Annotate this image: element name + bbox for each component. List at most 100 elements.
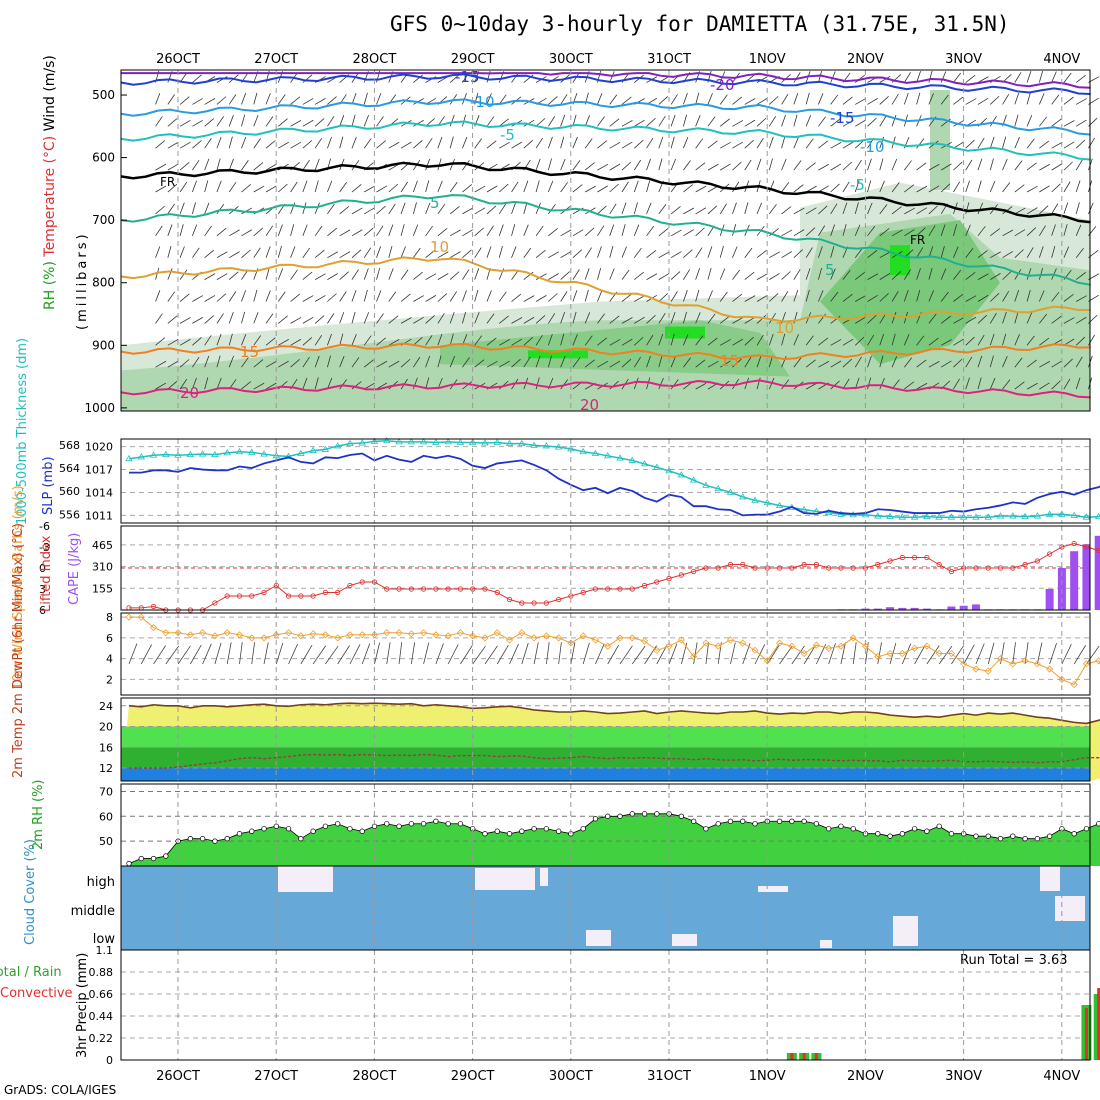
wind-barb — [437, 158, 442, 171]
wind-barb — [290, 96, 301, 105]
wind-barb — [351, 381, 362, 390]
wind-barb — [437, 355, 442, 368]
wind-barb — [265, 185, 277, 193]
wind-barb — [511, 358, 521, 368]
wind-barb — [1063, 96, 1074, 105]
wind-speed-point — [1009, 660, 1017, 668]
upper-air-panel: -15 -10 -5 FR 5 10 15 20 -20 -15 -10 -5 FR 5 10 15 20 500… — [42, 55, 1100, 415]
wind-barb — [756, 97, 768, 105]
wind-barb — [179, 202, 185, 215]
wind-barb — [634, 271, 644, 280]
wind-barb — [216, 293, 227, 302]
wind-barb — [830, 380, 840, 390]
contour-label: -5 — [500, 126, 515, 144]
rh-point — [752, 821, 758, 827]
cape-ylabel: CAPE (J/kg) — [67, 533, 82, 605]
rh-point — [543, 826, 549, 832]
wind-barb — [216, 227, 227, 237]
wind-barb — [646, 334, 654, 346]
temperature-contour — [120, 256, 1091, 323]
wind-barb — [901, 643, 912, 665]
wind-barb — [572, 269, 580, 280]
rh-point — [740, 818, 746, 824]
wind-barb — [314, 98, 326, 105]
precip-tick-label: 0.88 — [89, 966, 114, 979]
wind-barb — [842, 358, 853, 368]
wind-barb — [670, 333, 675, 346]
wind-barb — [302, 119, 314, 127]
wind-barb — [621, 181, 629, 193]
rh-point — [776, 818, 783, 824]
lifted-index-point — [592, 586, 599, 592]
wind-barb — [523, 356, 531, 368]
wind-barb — [854, 180, 860, 193]
contour-label: -20 — [710, 76, 735, 94]
wind-barb — [1088, 334, 1095, 346]
wind-speed-point — [211, 632, 219, 640]
wind-barb — [989, 95, 1000, 105]
wind-barb — [928, 185, 940, 193]
wind-barb — [940, 118, 951, 127]
wind-barb — [977, 250, 988, 259]
rh-shade-90 — [665, 326, 705, 339]
wind-barb — [768, 312, 776, 324]
wind-barb — [693, 642, 698, 665]
rh-point — [580, 826, 586, 832]
wind-barb — [879, 251, 891, 259]
thickness-point — [309, 446, 317, 453]
wind-barb — [302, 140, 313, 149]
wind-barb — [179, 378, 188, 390]
wind-barb — [1088, 137, 1095, 149]
wind-barb — [855, 98, 866, 105]
wind-barb — [560, 251, 572, 259]
wind-barb — [192, 247, 200, 258]
wind-barb — [425, 249, 436, 259]
wind-barb — [486, 225, 494, 237]
wind-barb — [891, 114, 897, 127]
thickness-point — [456, 438, 465, 445]
wind-barb — [987, 642, 995, 665]
lifted-index-point — [224, 593, 230, 599]
wind-barb — [314, 355, 320, 368]
wind-barb — [535, 295, 547, 302]
rh-point — [506, 831, 513, 837]
wind-barb — [388, 315, 399, 324]
wind-barb — [462, 229, 473, 237]
credit-label: GrADS: COLA/IGES — [4, 1083, 117, 1097]
wind-barb — [155, 140, 166, 149]
temp-tick-label: 16 — [99, 741, 113, 754]
wind-barb — [560, 311, 566, 324]
wind-barb — [523, 202, 528, 215]
wind-barb — [903, 92, 909, 105]
wind-barb — [535, 225, 544, 237]
wind-barb — [609, 163, 621, 171]
lifted-index-point — [985, 565, 991, 571]
wind-barb — [290, 141, 302, 149]
wind-barb — [668, 643, 678, 665]
wind-barb — [560, 355, 566, 368]
thickness-tick-label: 568 — [59, 439, 80, 452]
wind-barb — [425, 202, 431, 215]
cloud-gap — [758, 886, 788, 892]
wind-barb — [339, 181, 347, 193]
wind-barb — [437, 227, 448, 237]
wind-barb — [499, 339, 510, 346]
wind-barb — [891, 271, 902, 280]
wind-barb — [1075, 119, 1087, 127]
wind-speed-point — [456, 629, 464, 637]
wind-barb — [977, 273, 989, 280]
wind-barb — [1086, 645, 1100, 665]
wind-barb — [1051, 224, 1056, 236]
thickness-point — [751, 496, 759, 503]
wind-barb — [891, 94, 899, 105]
wind-barb — [619, 645, 633, 665]
wind-barb — [695, 207, 707, 215]
wind-barb — [449, 182, 458, 193]
wind-barb — [570, 642, 576, 665]
wind-barb — [523, 139, 534, 149]
wind-barb — [744, 356, 752, 368]
wind-barb — [830, 291, 839, 302]
thickness-point — [468, 438, 477, 445]
wind-speed-point — [530, 634, 538, 642]
top-date-label: 2NOV — [847, 52, 884, 67]
